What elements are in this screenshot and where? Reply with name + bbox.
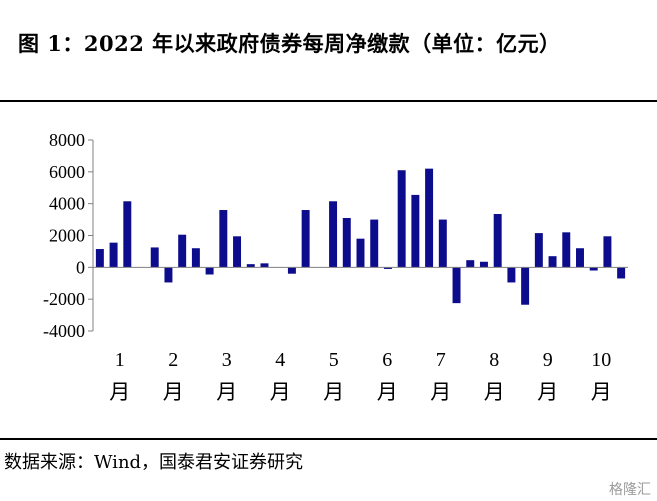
bottom-rule (0, 438, 657, 440)
x-tick-month-number: 1 (115, 349, 125, 371)
bar-10 (219, 210, 228, 268)
x-tick-month-unit: 月 (216, 380, 237, 404)
bar-26 (438, 219, 447, 268)
x-tick-month-unit: 月 (270, 380, 291, 404)
bar-12 (246, 264, 255, 268)
bar-29 (479, 261, 488, 268)
bar-31 (507, 267, 516, 283)
x-tick-month-unit: 月 (484, 380, 505, 404)
x-tick-month-number: 8 (489, 349, 499, 371)
bar-15 (287, 267, 296, 274)
bar-3 (123, 201, 132, 268)
bar-1 (95, 249, 104, 268)
x-tick-month-number: 2 (168, 349, 178, 371)
x-tick-labels: 1 月 2 月 3 月 4 月 5 月 6 月 7 月 8 月 9 月 10 月 (109, 349, 612, 404)
x-tick-month-unit: 月 (163, 380, 184, 404)
bar-21 (370, 219, 379, 268)
bar-24 (411, 194, 420, 268)
y-tick-label: 2000 (49, 226, 85, 246)
x-tick-month-unit: 月 (377, 380, 398, 404)
bar-11 (233, 236, 242, 268)
x-tick-month-number: 3 (222, 349, 232, 371)
bar-16 (301, 210, 310, 268)
bar-22 (383, 267, 392, 269)
x-tick-month-number: 4 (275, 349, 285, 371)
y-tick-label: -2000 (43, 289, 85, 309)
bar-35 (562, 232, 571, 268)
bar-chart: -4000 -2000 0 2000 4000 6000 8000 1 月 2 月 3 月 4 月 5 月 6 月… (43, 130, 628, 404)
y-tick-label: 4000 (49, 194, 85, 214)
bar-38 (603, 236, 612, 268)
bar-7 (178, 234, 187, 268)
bar-28 (466, 260, 475, 268)
bar-23 (397, 170, 406, 268)
bar-39 (617, 267, 626, 279)
y-tick-labels: -4000 -2000 0 2000 4000 6000 8000 (43, 130, 85, 341)
x-tick-month-number: 7 (436, 349, 446, 371)
bar-30 (493, 214, 502, 268)
x-tick-month-number: 6 (382, 349, 392, 371)
bar-36 (576, 248, 584, 268)
bars-group (95, 168, 626, 305)
bar-5 (150, 247, 159, 268)
chart-title: 图 1：2022 年以来政府债券每周净缴款（单位：亿元） (18, 31, 561, 56)
bar-13 (260, 263, 269, 268)
bar-19 (342, 217, 351, 268)
y-tick-label: 8000 (49, 130, 85, 150)
x-tick-month-number: 5 (329, 349, 339, 371)
bar-6 (164, 267, 173, 283)
bar-32 (521, 267, 530, 305)
y-tick-label: -4000 (43, 321, 85, 341)
x-tick-month-number: 10 (591, 349, 611, 371)
bar-2 (109, 242, 118, 268)
axes-group (88, 139, 628, 332)
y-tick-label: 0 (76, 257, 85, 277)
watermark: 格隆汇 (609, 482, 651, 498)
bar-18 (329, 201, 338, 268)
bar-20 (356, 238, 365, 268)
bar-37 (589, 267, 598, 271)
x-tick-month-number: 9 (543, 349, 553, 371)
x-tick-month-unit: 月 (323, 380, 344, 404)
bar-25 (425, 168, 434, 268)
bar-9 (205, 267, 214, 275)
y-tick-label: 6000 (49, 162, 85, 182)
x-tick-month-unit: 月 (537, 380, 558, 404)
bar-8 (191, 248, 200, 268)
x-tick-month-unit: 月 (109, 380, 130, 404)
bar-34 (548, 256, 557, 268)
bar-27 (452, 267, 461, 304)
source-note: 数据来源：Wind，国泰君安证券研究 (4, 452, 304, 473)
bar-33 (534, 233, 543, 268)
x-tick-month-unit: 月 (591, 380, 612, 404)
top-rule (0, 100, 657, 102)
x-tick-month-unit: 月 (430, 380, 451, 404)
